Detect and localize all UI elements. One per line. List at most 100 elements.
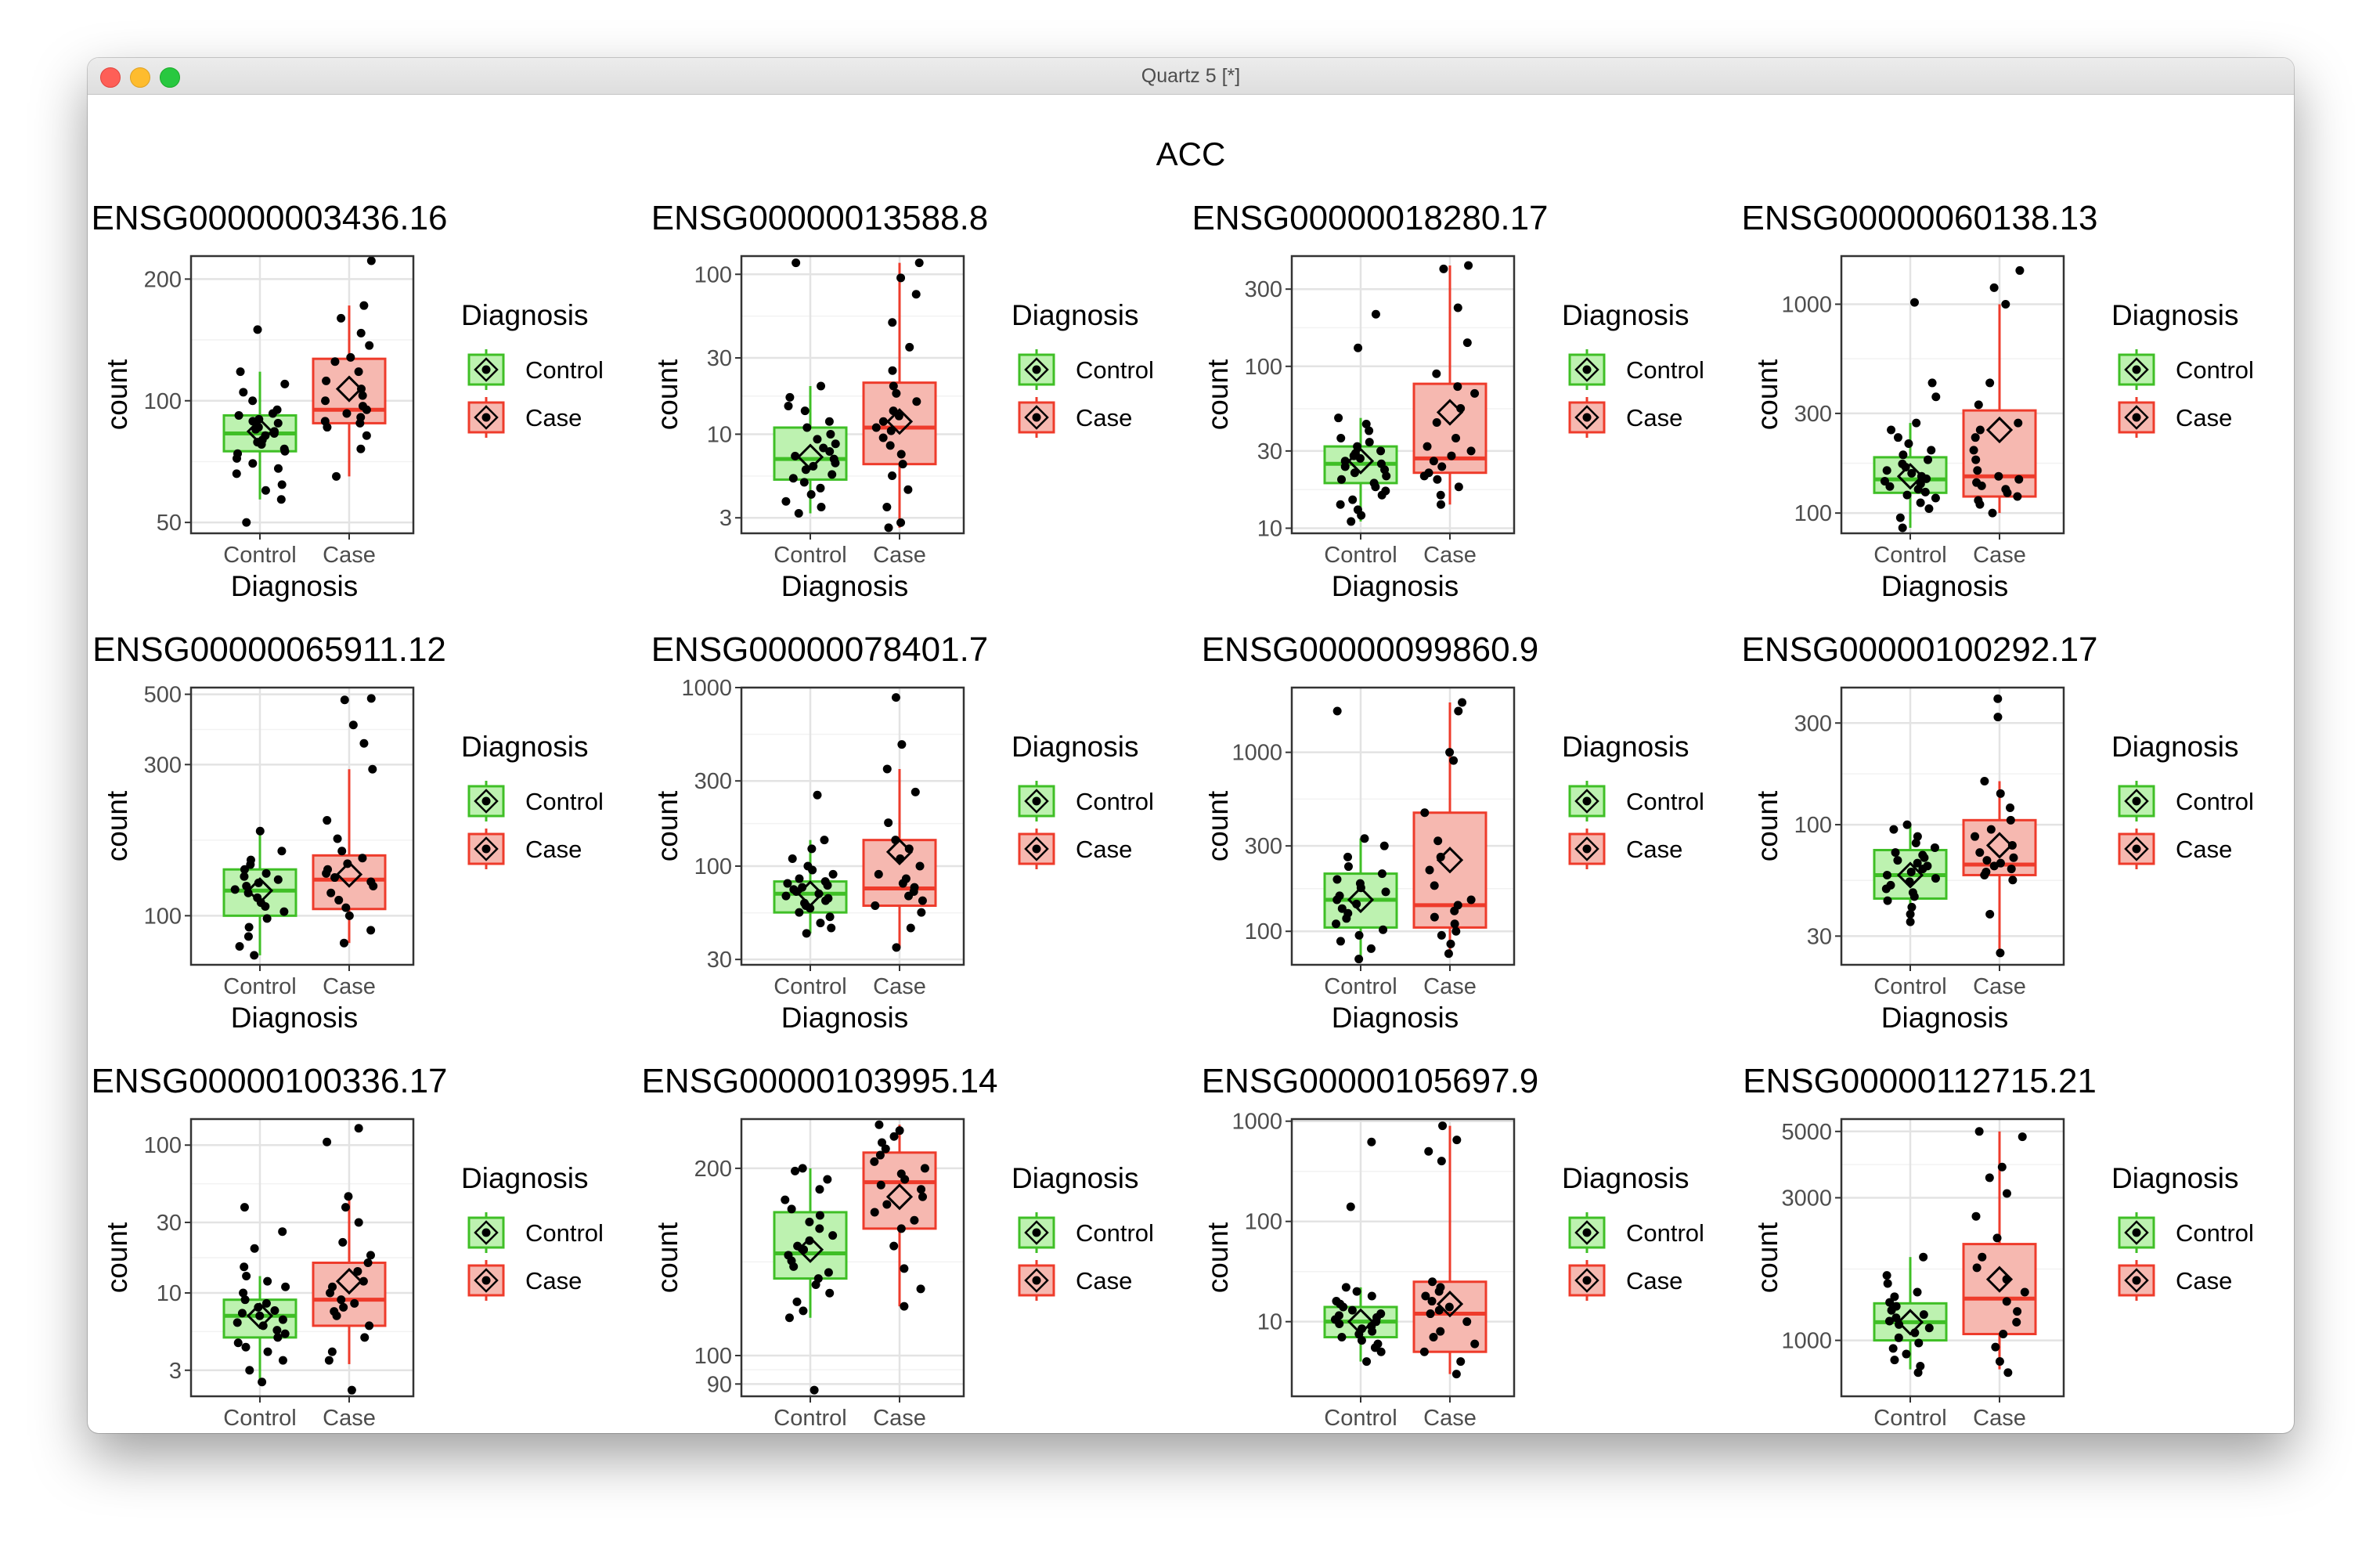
data-point [1420,808,1430,818]
x-tick-label: Control [1873,1406,1947,1431]
box-control [222,325,298,527]
data-point [1470,388,1480,398]
close-window-button[interactable] [100,67,121,88]
data-point [1365,426,1374,435]
legend-label: Control [2176,788,2254,815]
data-point [356,328,366,338]
mean-marker [1985,832,2014,859]
data-point [1376,1347,1386,1356]
panel-title: ENSG00000013588.8 [651,199,989,237]
data-point [789,885,799,894]
zoom-window-button[interactable] [160,67,180,88]
legend-key-mean [1574,357,1599,382]
data-point [882,503,892,512]
data-point [1343,908,1353,918]
y-tick-label: 300 [1794,402,1832,427]
data-point [892,388,901,398]
data-point [350,1298,359,1308]
data-point [1456,1357,1466,1367]
data-point [917,1185,926,1194]
data-point [2006,815,2015,825]
data-point [1352,1287,1361,1296]
minimize-window-button[interactable] [130,67,150,88]
panel-border [1290,1118,1516,1398]
x-tick-label: Case [873,1406,926,1431]
panel-border [189,255,415,535]
data-point [2018,1132,2027,1142]
legend-key-point [481,796,491,806]
y-tick-label: 100 [694,262,732,287]
legend-key-mean [1024,357,1049,382]
data-point [255,826,265,836]
mean-marker [1436,847,1464,874]
data-point [337,847,347,856]
title-bar: Quartz 5 [*] [88,58,2294,95]
data-point [337,1295,346,1305]
data-point [1366,944,1376,953]
iqr-box [1412,811,1488,929]
data-point [1343,862,1353,872]
data-point [244,923,254,932]
legend-key-mean [1574,836,1599,861]
data-point [359,738,369,748]
x-tick-label: Control [223,543,297,568]
data-point [332,471,341,481]
data-point [878,417,888,426]
data-point [2015,265,2025,275]
data-point [784,1251,793,1260]
data-point [1360,834,1369,843]
x-axis-label: Diagnosis [231,1002,358,1034]
data-point [888,318,897,327]
data-point [911,290,921,299]
data-point [1426,1309,1435,1319]
data-point [333,834,342,843]
x-tick-label: Case [1973,1406,2026,1431]
data-point [876,1180,885,1190]
mean-marker [1985,416,2014,444]
data-point [277,847,287,856]
data-point [1432,369,1441,378]
y-tick-label: 200 [144,267,182,292]
data-point [339,938,348,948]
data-point [334,895,344,904]
panel-title: ENSG00000099860.9 [1202,630,1539,669]
data-point [235,942,244,951]
legend-key-point [481,365,491,374]
data-point [1974,1127,1984,1136]
data-point [1986,825,1996,834]
data-point [1466,895,1476,904]
data-point [798,1164,807,1173]
data-point [870,1208,879,1217]
data-point [1891,848,1900,858]
mean-marker [1436,399,1464,426]
panel-title: ENSG00000100336.17 [91,1062,447,1100]
data-point [239,1288,248,1298]
legend-label: Case [2176,836,2232,863]
data-point [1893,856,1902,865]
panel-border [1840,255,2065,535]
box-case [312,694,387,948]
data-point [874,1120,884,1129]
data-point [354,1124,363,1133]
data-point [278,1315,287,1324]
x-axis-label: Diagnosis [231,570,358,602]
y-axis-label: count [1751,1222,1783,1293]
data-point [1973,466,1982,475]
data-point [825,446,835,456]
panel-background [741,688,964,965]
data-point [1355,879,1365,888]
data-point [900,1264,909,1273]
data-point [805,1217,814,1226]
data-point [346,352,355,362]
panel-border [189,686,415,966]
data-point [1436,490,1445,500]
data-point [906,923,915,933]
data-point [1885,1298,1895,1307]
data-point [320,417,330,426]
data-point [785,392,795,402]
data-point [1919,1252,1928,1262]
data-point [1916,479,1925,489]
legend-title: Diagnosis [2111,731,2238,763]
data-point [1969,446,1978,455]
legend-key-mean [474,1220,499,1245]
